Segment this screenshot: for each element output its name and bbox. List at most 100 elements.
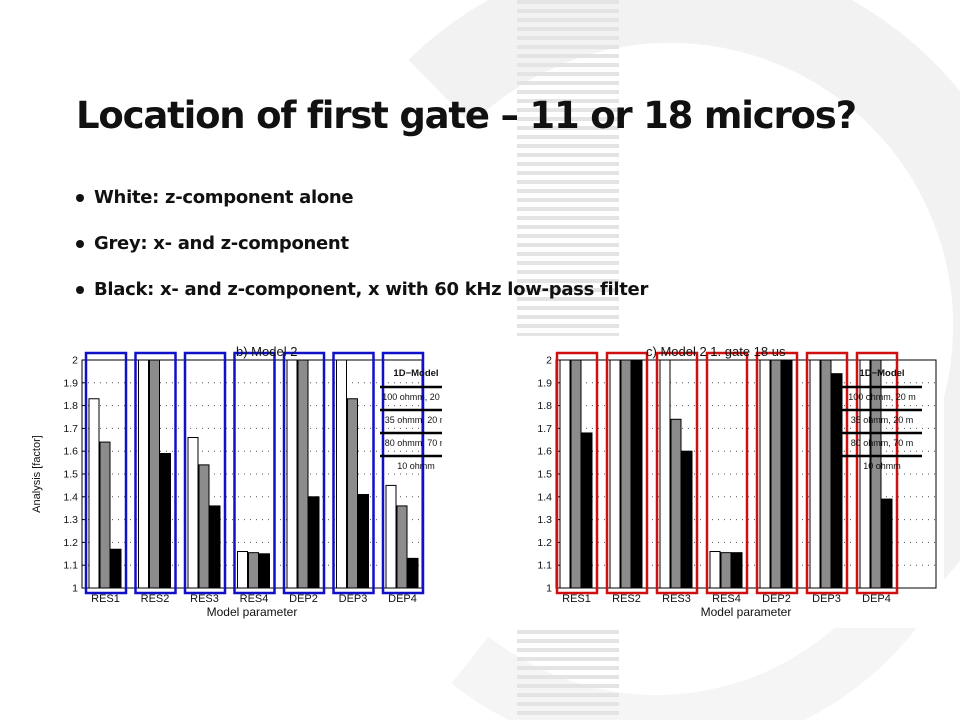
- x-tick-label: RES4: [240, 593, 269, 605]
- bar: [709, 551, 721, 589]
- bar: [187, 437, 199, 589]
- x-tick-label: RES1: [562, 593, 591, 605]
- legend-entry: 100 ohmm, 20 m: [848, 392, 916, 402]
- bar: [198, 464, 210, 589]
- y-tick-label: 1.2: [537, 537, 552, 549]
- bar: [149, 359, 160, 589]
- y-tick-label: 1.9: [537, 377, 552, 389]
- y-tick-label: 1.7: [537, 423, 552, 435]
- highlight-box: [332, 351, 375, 595]
- bullet-dot-icon: [76, 286, 84, 294]
- legend-entry: 35 ohmm, 20 m: [851, 415, 914, 425]
- y-tick-label: 1.5: [63, 469, 78, 481]
- bar: [160, 452, 171, 589]
- highlight-box: [282, 351, 326, 595]
- highlight-box: [655, 351, 699, 595]
- bullet-text: White: z-component alone: [94, 187, 354, 208]
- highlight-box: [183, 351, 227, 595]
- bar: [809, 359, 821, 589]
- x-tick-label: DEP2: [762, 593, 791, 605]
- highlight-box: [755, 351, 799, 595]
- y-tick-label: 1.8: [537, 400, 552, 412]
- bar: [297, 359, 309, 589]
- y-tick-label: 1.1: [63, 560, 78, 572]
- bullet-item-black: Black: x- and z-component, x with 60 kHz…: [74, 276, 648, 322]
- chart-title: c) Model 2 1. gate 18 us: [646, 344, 786, 359]
- highlight-box: [555, 351, 599, 595]
- x-tick-label: DEP3: [339, 593, 368, 605]
- bar: [385, 484, 397, 589]
- legend-title: 1D−Model: [393, 368, 438, 379]
- x-tick-label: DEP2: [289, 593, 318, 605]
- legend-title: 1D−Model: [859, 368, 904, 379]
- bar: [881, 498, 893, 589]
- x-tick-label: RES2: [141, 593, 170, 605]
- bar: [308, 496, 320, 589]
- bar: [670, 418, 682, 589]
- y-tick-label: 1.4: [63, 491, 78, 503]
- x-axis-label: Model parameter: [207, 605, 298, 619]
- highlight-box: [381, 351, 425, 595]
- y-tick-label: 1.7: [63, 423, 78, 435]
- legend-entry: 10 ohmm: [397, 461, 435, 471]
- bar: [88, 398, 100, 589]
- bar: [110, 548, 122, 589]
- bar: [581, 432, 593, 589]
- x-axis-label: Model parameter: [701, 605, 792, 619]
- bar-chart-c: 1 1.1 1.2 1.3 1.4 1.5 1.6 1.7 1.8 1.9 2 RES1 RES2 RES…: [537, 344, 937, 619]
- bar: [407, 557, 419, 589]
- y-tick-label: 1.9: [63, 377, 78, 389]
- bullet-list: White: z-component alone Grey: x- and z-…: [74, 184, 648, 322]
- y-tick-label: 2: [72, 355, 78, 367]
- y-tick-label: 1.6: [63, 446, 78, 458]
- bullet-text: Grey: x- and z-component: [94, 233, 349, 254]
- bar: [820, 359, 832, 589]
- bar: [99, 441, 111, 589]
- bullet-item-grey: Grey: x- and z-component: [74, 230, 648, 276]
- bar: [347, 398, 358, 589]
- legend-entry: 35 ohmm, 20 m: [385, 415, 442, 425]
- bar: [831, 373, 843, 589]
- bar: [659, 359, 671, 589]
- chart-panel-b: 1 1.1 1.2 1.3 1.4 1.5 1.6 1.7 1.8 1.9 2 RES1 RES2 RES…: [28, 336, 452, 628]
- bar: [248, 552, 259, 589]
- bullet-dot-icon: [76, 240, 84, 248]
- bar: [138, 359, 149, 589]
- bar: [720, 552, 732, 589]
- y-tick-label: 1.1: [537, 560, 552, 572]
- highlight-box: [84, 351, 128, 595]
- highlight-box: [233, 351, 276, 595]
- bar-chart-b: 1 1.1 1.2 1.3 1.4 1.5 1.6 1.7 1.8 1.9 2 RES1 RES2 RES…: [31, 344, 452, 619]
- legend-entry: 10 ohmm: [863, 461, 901, 471]
- bar: [358, 494, 369, 589]
- y-tick-label: 2: [546, 355, 552, 367]
- bar: [570, 359, 582, 589]
- bar: [770, 359, 782, 589]
- chart-title: b) Model 2: [236, 344, 297, 359]
- bar: [286, 359, 298, 589]
- x-tick-label: DEP4: [862, 593, 891, 605]
- x-tick-label: RES2: [612, 593, 641, 605]
- bullet-dot-icon: [76, 194, 84, 202]
- bar: [620, 359, 632, 589]
- bullet-item-white: White: z-component alone: [74, 184, 648, 230]
- highlight-box: [855, 351, 899, 595]
- y-axis-label: Analysis [factor]: [31, 435, 43, 513]
- bar: [259, 553, 270, 589]
- y-tick-label: 1: [72, 583, 78, 595]
- bar: [559, 359, 571, 589]
- y-tick-label: 1.3: [537, 514, 552, 526]
- legend-entry: 100 ohmm, 20 m: [382, 392, 442, 402]
- highlight-box: [605, 351, 649, 595]
- x-tick-label: RES4: [712, 593, 741, 605]
- y-tick-label: 1.5: [537, 469, 552, 481]
- bar: [336, 359, 347, 589]
- x-tick-label: DEP3: [812, 593, 841, 605]
- bar: [781, 359, 793, 589]
- bar: [609, 359, 621, 589]
- legend-entry: 80 ohmm, 70 m: [385, 438, 442, 448]
- y-tick-label: 1: [546, 583, 552, 595]
- x-tick-label: RES3: [190, 593, 219, 605]
- x-tick-label: DEP4: [388, 593, 417, 605]
- bar: [237, 551, 248, 589]
